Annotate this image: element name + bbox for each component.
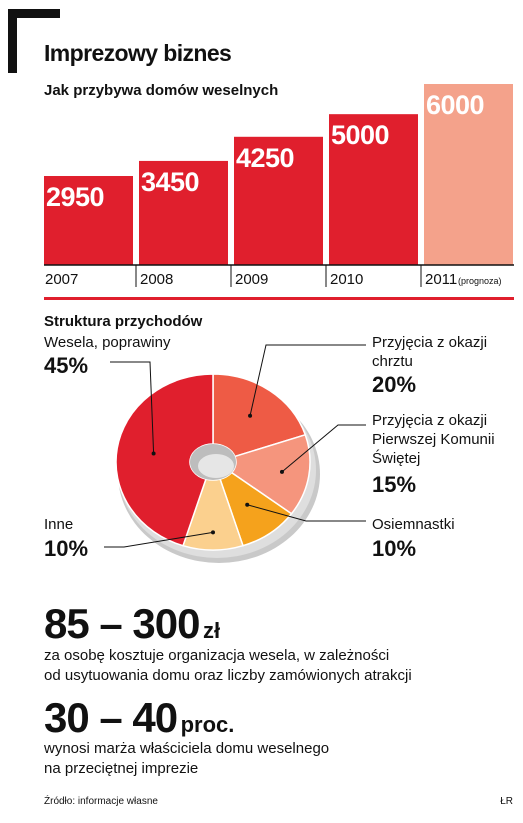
stat-margin-description: wynosi marża właściciela domu weselnego … <box>44 740 330 777</box>
bar-chart-title: Jak przybywa domów weselnych <box>44 82 279 99</box>
bar-value-2007: 2950 <box>46 182 104 212</box>
pie-leader-0 <box>110 361 155 454</box>
stat-cost-value: 85 – 300 <box>44 600 200 647</box>
pie-leader-dot-4 <box>211 530 215 535</box>
pie-pct-inne: 10% <box>44 536 89 561</box>
corner-bracket-left <box>8 9 17 73</box>
bar-2011 <box>424 84 513 265</box>
pie-pct-chrzest: 20% <box>372 372 417 397</box>
bar-value-2008: 3450 <box>141 167 199 197</box>
bar-chart: 2950 2007 3450 2008 4250 2009 5000 2010 6000 2011… <box>44 84 514 288</box>
pie-leader-dot-3 <box>245 502 250 507</box>
bar-year-2008: 2008 <box>140 271 173 288</box>
stat-cost-range: 85 – 300 zł <box>44 600 220 648</box>
stat-margin-value: 30 – 40 <box>44 694 178 741</box>
stat-margin-unit: proc. <box>180 712 235 737</box>
pie-pct-osiemnastki: 10% <box>372 536 417 561</box>
stat-cost-unit: zł <box>202 618 221 643</box>
bar-year-2009: 2009 <box>235 271 268 288</box>
bar-2009 <box>234 136 323 265</box>
section-divider <box>44 297 514 300</box>
pie-leader-dot-1 <box>248 413 253 418</box>
pie-leader-dot-0 <box>151 451 156 456</box>
stat-cost-description: za osobę kosztuje organizacja wesela, w … <box>44 647 412 684</box>
pie-label-komunia: Przyjęcia z okazji Pierwszej Komunii Świ… <box>372 412 495 467</box>
pie-chart <box>104 344 366 563</box>
bar-year-2010: 2010 <box>330 271 363 288</box>
stat-margin-range: 30 – 40 proc. <box>44 694 234 742</box>
corner-bracket-top <box>8 9 60 18</box>
bar-value-2011: 6000 <box>426 90 484 120</box>
pie-pct-wesela: 45% <box>44 353 89 378</box>
bar-note-2011: (prognoza) <box>458 276 502 286</box>
pie-label-inne: Inne <box>44 516 74 533</box>
pie-leader-4 <box>104 531 214 548</box>
bar-year-2011: 2011 <box>425 271 457 288</box>
bar-2007 <box>44 176 133 265</box>
pie-leader-dot-2 <box>279 469 284 474</box>
bar-2008 <box>139 160 228 265</box>
pie-leader-1 <box>249 344 366 416</box>
pie-pct-komunia: 15% <box>372 472 417 497</box>
pie-leader-2 <box>281 424 366 473</box>
pie-leader-3 <box>247 504 366 522</box>
pie-chart-title: Struktura przychodów <box>44 313 203 330</box>
author-initials: ŁR <box>500 796 513 807</box>
pie-label-wesela: Wesela, poprawiny <box>44 334 171 351</box>
pie-label-osiemnastki: Osiemnastki <box>372 516 455 533</box>
bar-value-2010: 5000 <box>331 120 389 150</box>
bar-year-2007: 2007 <box>45 271 78 288</box>
pie-label-chrzest: Przyjęcia z okazji chrztu <box>372 334 488 370</box>
pie-hole-inner <box>198 454 234 478</box>
source-note: Źródło: informacje własne <box>44 796 158 807</box>
bar-2010 <box>329 114 418 266</box>
bar-value-2009: 4250 <box>236 143 294 173</box>
infographic-title: Imprezowy biznes <box>44 40 232 66</box>
